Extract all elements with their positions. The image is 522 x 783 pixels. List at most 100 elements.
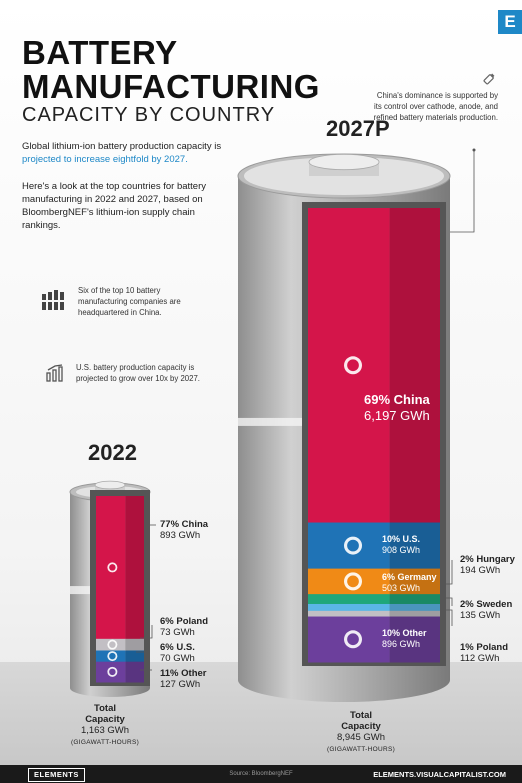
segment-china-side xyxy=(389,208,440,524)
segment-other-side xyxy=(125,661,144,683)
buildings-icon xyxy=(42,290,64,310)
value: 135 GWh xyxy=(460,610,501,621)
name: China xyxy=(181,519,209,530)
note-china-dominance: China's dominance is supported by its co… xyxy=(373,91,498,122)
battery-band xyxy=(238,417,313,426)
intro-text: Global lithium-ion battery production ca… xyxy=(22,141,222,152)
intro-paragraph-2: Here's a look at the top countries for b… xyxy=(22,181,206,231)
footer-bar xyxy=(0,765,522,783)
value: 896 GWh xyxy=(382,639,421,649)
flag-icon-inner xyxy=(347,539,359,552)
value: 908 GWh xyxy=(382,545,421,555)
segment-poland-front xyxy=(308,610,390,618)
name: Poland xyxy=(476,642,509,653)
total-label: Total Capacity xyxy=(85,703,125,725)
battery-band xyxy=(70,586,98,595)
value: 73 GWh xyxy=(160,627,195,638)
page-subtitle: CAPACITY BY COUNTRY xyxy=(22,104,276,126)
label-2027-sweden: 2% Sweden 135 GWh xyxy=(460,599,512,621)
battery-terminal-top xyxy=(94,480,126,490)
label-2022-us: 6% U.S. 70 GWh xyxy=(160,642,195,664)
footer-site[interactable]: ELEMENTS.VISUALCAPITALIST.COM xyxy=(373,770,506,779)
battery-icon xyxy=(483,73,495,85)
year-2027-label: 2027P xyxy=(326,116,390,141)
flag-icon-inner xyxy=(109,668,116,676)
name: U.S. xyxy=(176,642,195,653)
total-2027: Total Capacity 8,945 GWh (GIGAWATT-HOURS… xyxy=(316,710,406,755)
flag-icon-inner xyxy=(109,641,116,648)
segment-china-side xyxy=(125,496,144,640)
note-us-growth: U.S. battery production capacity is proj… xyxy=(76,363,200,383)
growth-chart-icon xyxy=(46,364,63,382)
share: 6% xyxy=(160,642,174,653)
name: Sweden xyxy=(476,599,513,610)
label-2027-hungary: 2% Hungary 194 GWh xyxy=(460,554,515,576)
segment-us-side xyxy=(389,522,440,570)
leader-dot xyxy=(472,148,476,152)
share: 69% xyxy=(364,392,391,407)
segment-germany-side xyxy=(389,568,440,595)
label-2027-other: 10% Other 896 GWh xyxy=(382,628,427,650)
label-2022-china: 77% China 893 GWh xyxy=(160,519,208,541)
flag-icon-inner xyxy=(109,564,116,571)
name: U.S. xyxy=(402,534,421,544)
segment-us-side xyxy=(125,650,144,663)
label-2027-us: 10% U.S. 908 GWh xyxy=(382,534,420,556)
value: 893 GWh xyxy=(160,530,201,541)
flag-icon-inner xyxy=(109,652,116,660)
segment-poland-side xyxy=(125,638,144,651)
share: 6% xyxy=(382,572,396,582)
intro-highlight: projected to increase eightfold by 2027. xyxy=(22,154,188,165)
name: Hungary xyxy=(476,554,515,565)
label-2027-china: 69% China 6,197 GWh xyxy=(364,392,430,424)
year-2022-label: 2022 xyxy=(88,440,137,465)
total-value: 1,163 GWh xyxy=(80,725,130,736)
total-label: Total Capacity xyxy=(341,710,381,732)
value: 70 GWh xyxy=(160,653,195,664)
page-title: BATTERY MANUFACTURING xyxy=(22,36,320,104)
footer-source: Source: BloombergNEF xyxy=(229,771,293,777)
segment-sweden-side xyxy=(389,603,440,612)
elements-logo-badge: E xyxy=(498,10,522,34)
name: Poland xyxy=(176,616,209,627)
segment-poland-side xyxy=(389,610,440,618)
total-value: 8,945 GWh xyxy=(336,732,386,743)
value: 194 GWh xyxy=(460,565,501,576)
name: Other xyxy=(181,668,207,679)
footer-brand: ELEMENTS xyxy=(28,768,85,782)
name: Other xyxy=(402,628,427,638)
share: 11% xyxy=(160,668,179,679)
segment-hungary-front xyxy=(308,594,390,605)
title-line-2: MANUFACTURING xyxy=(22,68,320,105)
share: 2% xyxy=(460,599,474,610)
title-line-1: BATTERY xyxy=(22,34,178,71)
total-2022: Total Capacity 1,163 GWh (GIGAWATT-HOURS… xyxy=(60,703,150,748)
intro-paragraph: Global lithium-ion battery production ca… xyxy=(22,140,242,166)
flag-icon-inner xyxy=(347,575,359,588)
name: China xyxy=(393,392,430,407)
name: Germany xyxy=(397,572,437,582)
total-units: (GIGAWATT-HOURS) xyxy=(326,746,396,753)
segment-hungary-side xyxy=(389,594,440,605)
share: 77% xyxy=(160,519,180,530)
label-2022-poland: 6% Poland 73 GWh xyxy=(160,616,208,638)
segment-sweden-front xyxy=(308,603,390,612)
value: 112 GWh xyxy=(460,653,500,664)
note-companies: Six of the top 10 battery manufacturing … xyxy=(78,286,181,317)
battery-terminal-top xyxy=(308,153,380,171)
share: 2% xyxy=(460,554,474,565)
label-2022-other: 11% Other 127 GWh xyxy=(160,668,206,690)
share: 10% xyxy=(382,534,401,544)
share: 1% xyxy=(460,642,474,653)
label-2027-germany: 6% Germany 503 GWh xyxy=(382,572,437,594)
share: 6% xyxy=(160,616,174,627)
value: 503 GWh xyxy=(382,583,421,593)
value: 6,197 GWh xyxy=(364,408,430,423)
share: 10% xyxy=(382,628,401,638)
leader-lines xyxy=(136,150,475,671)
flag-icon-inner xyxy=(347,633,359,646)
segment-other-side xyxy=(389,616,440,663)
label-2027-poland: 1% Poland 112 GWh xyxy=(460,642,508,664)
value: 127 GWh xyxy=(160,679,201,690)
